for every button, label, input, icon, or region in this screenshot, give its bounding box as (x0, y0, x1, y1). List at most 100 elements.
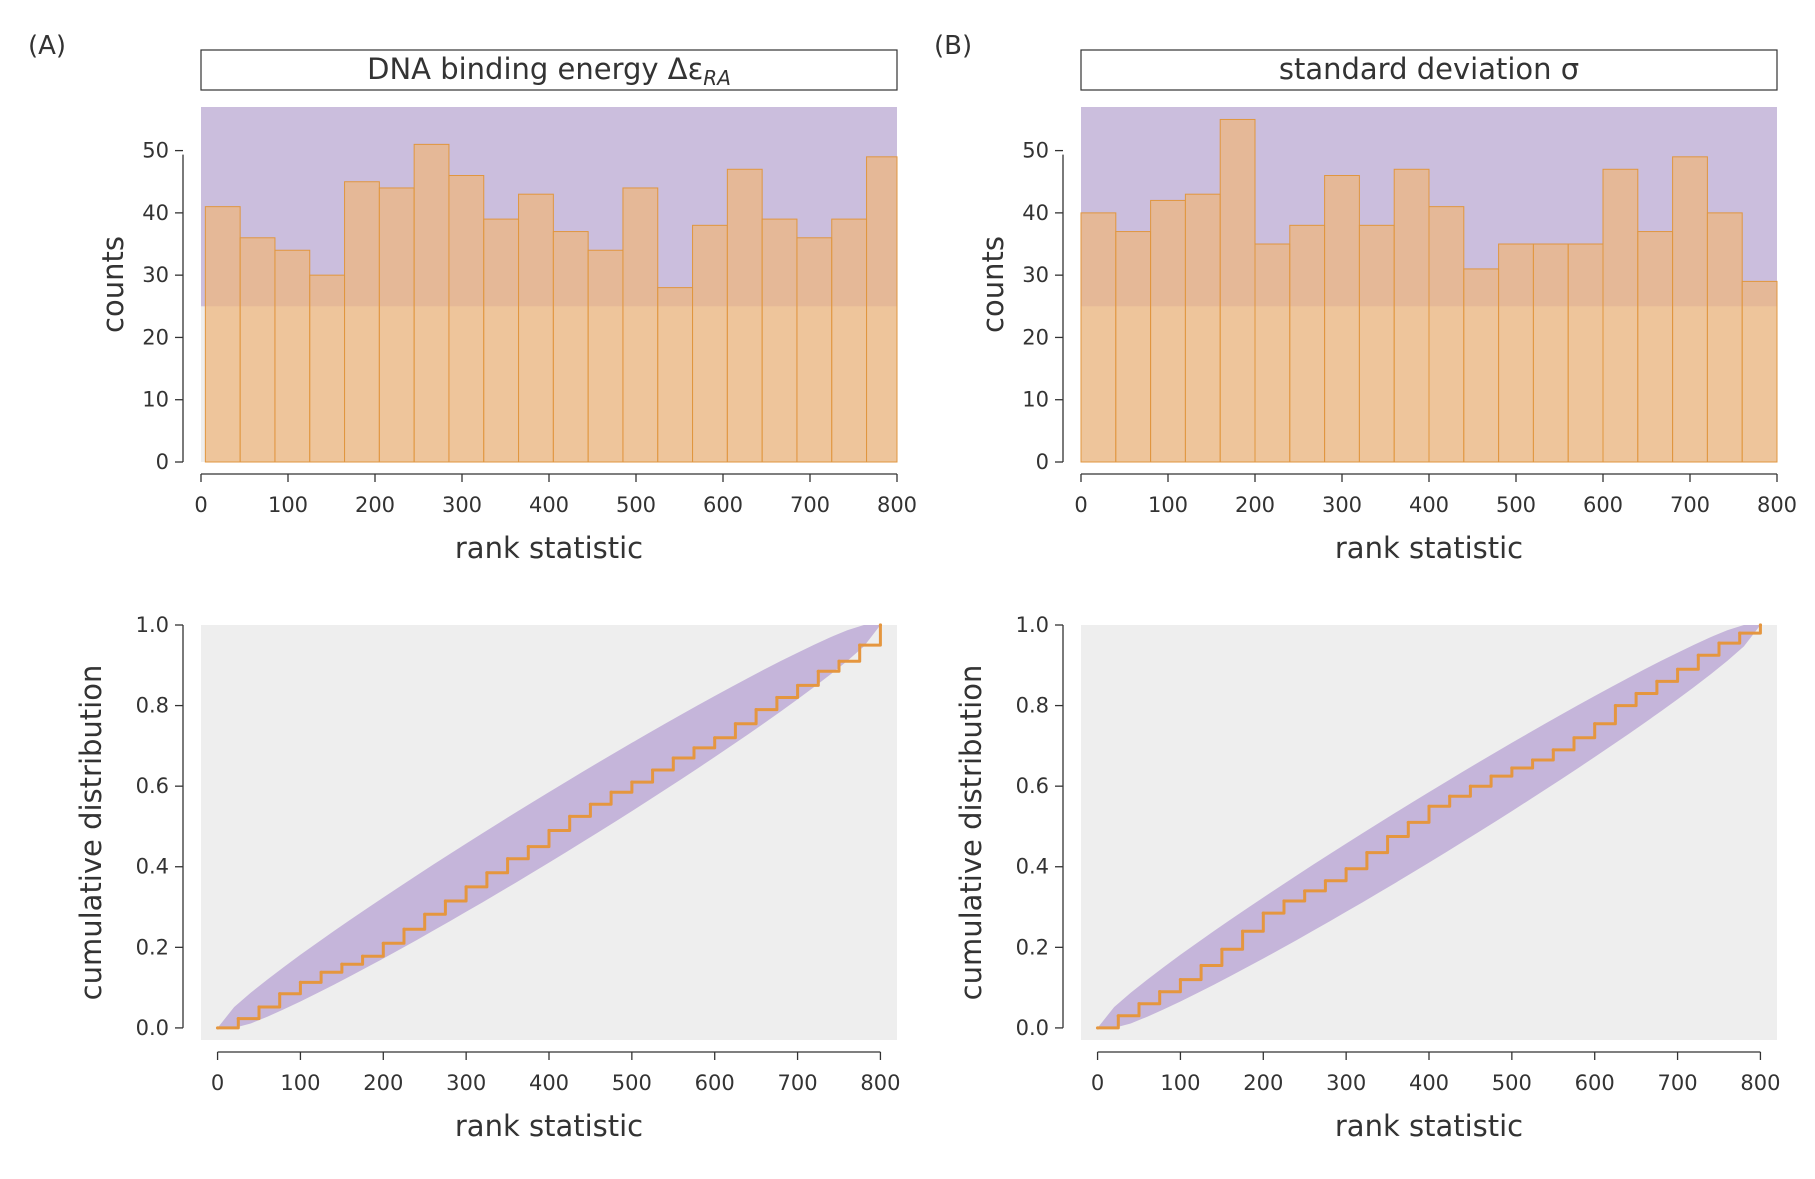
x-tick-label: 600 (1575, 1071, 1615, 1095)
histogram-bar (274, 249, 311, 463)
y-axis-title: cumulative distribution (954, 665, 988, 1001)
x-axis-title: rank statistic (1335, 1109, 1523, 1143)
histogram-bar (1324, 175, 1360, 463)
cdf-point (1303, 889, 1307, 893)
cdf-point (1655, 679, 1659, 684)
x-tick-label: 0 (1074, 493, 1087, 517)
x-axis-title: rank statistic (455, 1109, 643, 1143)
cdf-point (547, 828, 551, 833)
x-tick-label: 200 (1243, 1071, 1283, 1095)
histogram-bar (483, 218, 520, 463)
cdf-point (630, 780, 634, 784)
x-tick-label: 100 (268, 493, 308, 517)
x-tick-label: 300 (442, 493, 482, 517)
cdf-point (650, 768, 655, 772)
y-tick-label: 10 (1022, 388, 1049, 412)
y-tick-label: 0.0 (1016, 1016, 1049, 1040)
x-tick-label: 200 (355, 493, 395, 517)
x-tick-label: 400 (529, 1071, 569, 1095)
x-tick-label: 300 (1326, 1071, 1366, 1095)
histogram-bar (1602, 168, 1639, 463)
cdf-point (1551, 748, 1555, 752)
x-tick-label: 300 (446, 1071, 486, 1095)
cdf-point (713, 736, 717, 740)
histogram-bar (1532, 243, 1569, 463)
cdf-b: 0.0 0.2 0.4 0.6 0.8 1.0 0 100 200 300 400 500 600 700… (954, 613, 1780, 1143)
y-tick-label: 0.0 (136, 1016, 169, 1040)
x-tick-label: 800 (1740, 1071, 1780, 1095)
strip-title-a-text: DNA binding energy Δε (367, 52, 703, 86)
cdf-point (1116, 1014, 1120, 1018)
histogram-bar (1080, 212, 1117, 463)
cdf-a: 0.0 0.2 0.4 0.6 0.8 1.0 0 100 200 300 400 500 600 700… (74, 613, 900, 1143)
histogram-bar (1115, 231, 1152, 463)
histogram-bar (692, 224, 728, 463)
cdf-point (1758, 623, 1763, 627)
histogram-bar (587, 249, 624, 463)
cdf-point (671, 756, 675, 760)
cdf-point (1510, 766, 1514, 770)
histogram-bar (378, 187, 415, 463)
histogram-bar (831, 218, 868, 463)
x-tick-label: 0 (194, 493, 207, 517)
y-tick-label: 0.4 (1016, 855, 1049, 879)
cdf-point (1675, 667, 1680, 671)
histogram-bar (1637, 231, 1674, 463)
strip-title-b: standard deviation σ (1080, 49, 1778, 91)
y-tick-label: 30 (1022, 263, 1049, 287)
cdf-point (837, 659, 841, 663)
y-axis-title: cumulative distribution (74, 665, 108, 1001)
x-tick-label: 700 (778, 1071, 818, 1095)
x-tick-label: 500 (612, 1071, 652, 1095)
cdf-point (236, 1017, 240, 1021)
cdf-point (1530, 758, 1535, 762)
cdf-point (1717, 641, 1721, 645)
cdf-point (775, 695, 779, 700)
x-tick-label: 200 (363, 1071, 403, 1095)
cdf-point (1220, 947, 1224, 951)
confidence-envelope (217, 625, 881, 1028)
cdf-point (526, 845, 530, 849)
x-axis-title: rank statistic (455, 531, 643, 565)
cdf-point (1696, 653, 1700, 657)
y-tick-label: 50 (1022, 139, 1049, 163)
cdf-point (1613, 703, 1618, 708)
cdf-point (1489, 774, 1493, 778)
y-tick-label: 1.0 (136, 613, 169, 637)
histogram-bar (622, 187, 659, 463)
strip-title-a: DNA binding energy ΔεRA (200, 49, 898, 91)
histogram-bar (309, 274, 346, 463)
y-tick-label: 20 (142, 325, 169, 349)
cdf-point (609, 790, 613, 794)
histogram-bar (1289, 224, 1326, 463)
histogram-bar (552, 231, 589, 463)
y-tick-label: 30 (142, 263, 169, 287)
y-tick-label: 50 (142, 139, 169, 163)
x-tick-label: 600 (703, 493, 743, 517)
x-tick-label: 200 (1235, 493, 1275, 517)
x-tick-label: 700 (1658, 1071, 1698, 1095)
x-tick-label: 100 (1148, 493, 1188, 517)
histogram-bar (204, 206, 241, 463)
y-axis-title: counts (976, 236, 1010, 333)
cdf-point (1448, 794, 1452, 798)
cdf-point (878, 623, 883, 627)
cdf-point (340, 962, 344, 966)
cdf-point (816, 669, 820, 673)
x-tick-label: 700 (1670, 493, 1710, 517)
cdf-point (692, 746, 696, 750)
y-tick-label: 0.6 (1016, 774, 1049, 798)
cdf-point (568, 814, 572, 818)
cdf-point (1738, 631, 1742, 635)
x-tick-label: 300 (1322, 493, 1362, 517)
histogram-bar (1358, 224, 1395, 463)
y-tick-label: 0 (1036, 450, 1049, 474)
x-tick-label: 800 (1757, 493, 1797, 517)
cdf-point (485, 871, 489, 875)
y-tick-label: 40 (142, 201, 169, 225)
cdf-point (1282, 899, 1286, 903)
cdf-point (505, 857, 510, 861)
